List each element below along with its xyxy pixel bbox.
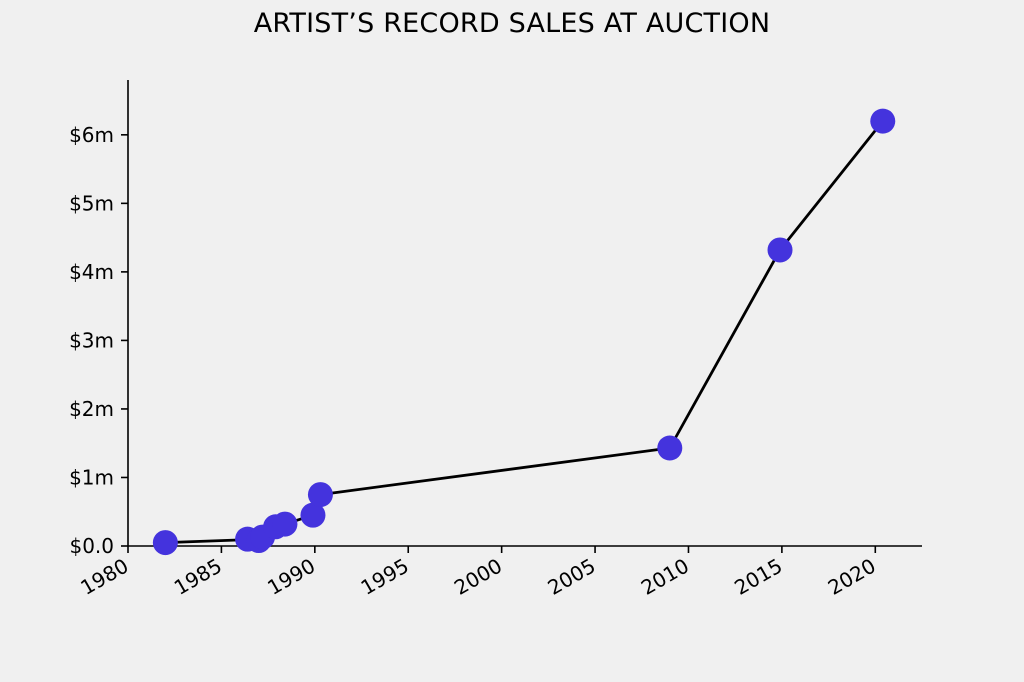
data-point [767, 237, 793, 263]
data-point [870, 108, 896, 134]
x-tick-label: 2005 [543, 554, 599, 600]
x-tick-label: 2020 [824, 554, 880, 600]
data-point [657, 435, 683, 461]
y-tick-label: $6m [69, 123, 114, 147]
x-tick-label: 1985 [170, 554, 226, 600]
x-tick-label: 1995 [357, 554, 413, 600]
series-line [165, 120, 884, 544]
y-tick-label: $4m [69, 260, 114, 284]
chart-title: ARTIST’S RECORD SALES AT AUCTION [253, 8, 771, 39]
x-tick-label: 2015 [730, 554, 786, 600]
data-point [272, 511, 298, 537]
x-tick-label: 1980 [76, 554, 132, 600]
x-tick-label: 2000 [450, 554, 506, 600]
y-tick-label: $3m [69, 328, 114, 352]
data-point [152, 530, 178, 556]
x-tick-label: 2010 [637, 554, 693, 600]
data-points-group [152, 108, 896, 556]
data-point [307, 482, 333, 508]
series-line-group [165, 120, 884, 544]
y-tick-label: $5m [69, 191, 114, 215]
y-tick-label: $0.0 [69, 534, 114, 558]
y-tick-label: $2m [69, 397, 114, 421]
data-point [300, 502, 326, 528]
x-tick-label: 1990 [263, 554, 319, 600]
y-tick-label: $1m [69, 465, 114, 489]
axes: $0.0 $1m $2m $3m $4m $5m $6m 1980 1985 1990 1995 20… [69, 80, 922, 600]
